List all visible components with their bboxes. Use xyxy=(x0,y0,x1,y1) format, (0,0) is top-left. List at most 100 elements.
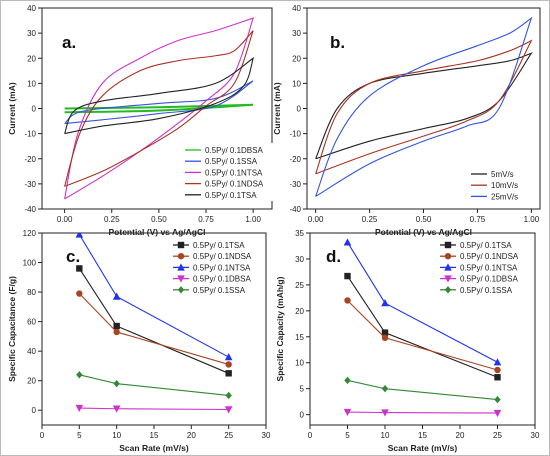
x-tick-label: 25 xyxy=(224,431,233,440)
data-point-series-5-1 xyxy=(76,371,83,379)
legend-label: 0.5Py/ 0.1SSA xyxy=(460,286,513,295)
chart-panel-2: 0.00 0.25 0.50 0.75 1.00 -40 -30 -20 -10 0 10 20 30 4… xyxy=(272,4,541,237)
y-tick-label: 40 xyxy=(27,347,36,356)
x-axis-label: Potential (V) vs Ag/AgCl xyxy=(109,227,206,237)
y-tick-label: 35 xyxy=(295,229,304,238)
data-point-series-5-2 xyxy=(381,384,389,393)
data-point-series-1-1 xyxy=(344,272,351,280)
x-tick-label: 10 xyxy=(381,431,390,440)
legend-label: 0.5Py/ 0.1NTSA xyxy=(205,168,263,177)
legend-label: 0.5Py/ 0.1TSA xyxy=(205,191,257,200)
x-tick-label: 0.00 xyxy=(57,215,73,224)
data-point-series-3-2 xyxy=(381,299,389,307)
data-point-series-2-1 xyxy=(76,290,83,297)
y-tick-label: 10 xyxy=(295,359,304,368)
legend-marker xyxy=(177,263,185,271)
x-tick-label: 0.75 xyxy=(470,215,486,224)
y-tick-label: 30 xyxy=(27,29,36,38)
cv-curve-5 xyxy=(64,56,255,135)
legend: 5mV/s 10mV/s 25mV/s xyxy=(468,167,532,201)
y-tick-label: 20 xyxy=(292,54,301,63)
y-tick-label: 25 xyxy=(295,281,304,290)
y-tick-label: 40 xyxy=(27,4,36,13)
y-tick-label: 20 xyxy=(295,307,304,316)
legend-marker xyxy=(177,241,185,249)
data-point-series-4-3 xyxy=(224,406,233,414)
data-point-series-4-3 xyxy=(493,409,502,418)
chart-panel-4: 0 5 10 15 20 25 30 0 5 10 15 20 25 30 35 Scan Rate (mV/… xyxy=(275,229,540,453)
legend-marker xyxy=(444,241,452,249)
y-tick-label: 10 xyxy=(27,79,36,88)
x-tick-label: 0.25 xyxy=(362,215,378,224)
legend-marker xyxy=(177,275,185,283)
data-point-series-4-1 xyxy=(343,408,352,417)
plot-area xyxy=(315,16,533,197)
x-tick-label: 20 xyxy=(187,431,196,440)
legend-label: 0.5Py/ 0.1NTSA xyxy=(193,263,251,272)
legend-label: 25mV/s xyxy=(491,192,518,201)
y-tick-label: 15 xyxy=(295,333,304,342)
y-tick-label: 30 xyxy=(295,255,304,264)
legend: 0.5Py/ 0.1DBSA 0.5Py/ 0.1SSA 0.5Py/ 0.1NTS… xyxy=(182,143,274,201)
y-tick-label: -30 xyxy=(24,180,36,189)
panel-tag: b. xyxy=(330,33,345,52)
y-tick-label: 5 xyxy=(300,385,305,394)
y-tick-label: 20 xyxy=(27,377,36,386)
legend-marker xyxy=(444,263,452,271)
y-axis-label: Current (mA) xyxy=(272,82,282,135)
y-tick-label: 20 xyxy=(27,54,36,63)
data-point-series-1-2 xyxy=(381,329,389,336)
y-tick-label: -10 xyxy=(24,130,36,139)
y-tick-label: -20 xyxy=(24,155,36,164)
chart-panel-3: 0 5 10 15 20 25 30 0 20 40 60 80 100 120 Scan Rate (mV… xyxy=(7,229,271,453)
y-tick-label: 120 xyxy=(23,229,37,238)
x-tick-label: 0.75 xyxy=(198,215,214,224)
panels: 0.00 0.25 0.50 0.75 1.00 -40 -30 -20 -10 0 10 20 30 4… xyxy=(7,4,541,453)
plot-area xyxy=(75,233,233,414)
data-point-series-5-3 xyxy=(494,395,501,404)
legend-label: 0.5Py/ 0.1DBSA xyxy=(205,146,263,155)
data-point-series-3-1 xyxy=(75,233,84,238)
plot-area xyxy=(64,17,255,200)
data-point-series-3-2 xyxy=(112,292,121,300)
legend-label: 5mV/s xyxy=(491,170,514,179)
x-tick-label: 10 xyxy=(112,431,121,440)
data-point-series-5-2 xyxy=(113,379,120,388)
x-tick-label: 5 xyxy=(345,431,350,440)
x-tick-label: 0.50 xyxy=(416,215,432,224)
y-tick-label: 0 xyxy=(297,105,302,114)
x-tick-label: 1.00 xyxy=(524,215,540,224)
legend-label: 0.5Py/ 0.1DBSA xyxy=(193,275,251,284)
y-tick-label: 30 xyxy=(292,29,301,38)
x-tick-label: 30 xyxy=(531,431,540,440)
cv-curve-4 xyxy=(64,30,254,187)
legend-label: 0.5Py/ 0.1TSA xyxy=(193,241,245,250)
y-tick-label: 0 xyxy=(300,411,305,420)
panel-tag: a. xyxy=(62,33,76,52)
chart-panel-1: 0.00 0.25 0.50 0.75 1.00 -40 -30 -20 -10 0 10 20 30 4… xyxy=(7,4,274,237)
legend-marker xyxy=(444,253,452,260)
x-axis-label: Potential (V) vs Ag/AgCl xyxy=(375,227,472,237)
data-point-series-1-1 xyxy=(76,265,83,272)
panel-tag: d. xyxy=(326,247,341,266)
legend-label: 0.5Py/ 0.1SSA xyxy=(205,157,258,166)
legend-label: 0.5Py/ 0.1TSA xyxy=(460,241,512,250)
data-point-series-4-1 xyxy=(75,404,84,413)
data-point-series-3-3 xyxy=(493,358,502,366)
data-point-series-5-1 xyxy=(344,376,351,385)
plot-area xyxy=(343,238,502,418)
y-axis-label: Current (mA) xyxy=(7,82,17,135)
x-axis-label: Scan Rate (mV/s) xyxy=(388,443,458,453)
y-tick-label: 80 xyxy=(27,288,36,297)
legend-label: 0.5Py/ 0.1DBSA xyxy=(460,275,518,284)
legend: 0.5Py/ 0.1TSA 0.5Py/ 0.1NDSA 0.5Py/ 0.1NTS… xyxy=(437,238,533,296)
y-tick-label: 0 xyxy=(32,406,37,415)
y-axis-label: Specific Capacity (mAh/g) xyxy=(275,276,285,381)
data-point-series-1-3 xyxy=(225,370,232,377)
y-tick-label: -40 xyxy=(289,205,301,214)
legend-label: 0.5Py/ 0.1NDSA xyxy=(460,252,519,261)
y-tick-label: 60 xyxy=(27,318,36,327)
data-point-series-2-1 xyxy=(344,297,351,304)
x-tick-label: 20 xyxy=(456,431,465,440)
